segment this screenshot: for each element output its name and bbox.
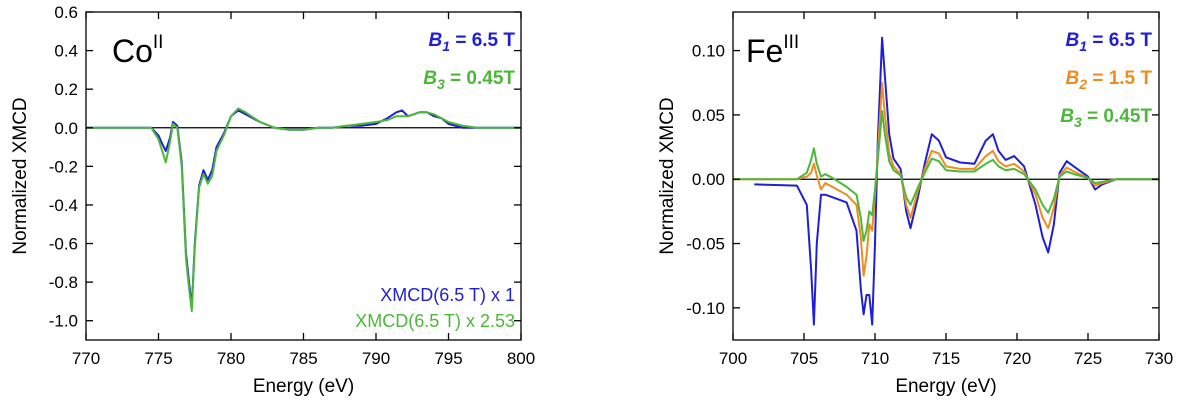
co-y-tick-label: 0.2 [54, 80, 78, 99]
co-x-tick-label: 800 [507, 349, 535, 368]
field-symbol: B [429, 30, 443, 51]
fe-y-tick-label: -0.10 [686, 299, 725, 318]
co-series-line-1 [86, 107, 521, 313]
fe-field-label-2: B2 = 1.5 T [1066, 68, 1153, 92]
co-y-tick-label: -0.4 [49, 196, 78, 215]
fe-y-tick-label: 0.05 [692, 106, 725, 125]
fe-x-axis-title: Energy (eV) [895, 376, 996, 397]
co-field-label-3: B3 = 0.45T [423, 68, 515, 92]
field-subscript: 1 [1079, 38, 1087, 54]
field-subscript: 3 [437, 76, 445, 92]
co-element-oxidation: II [153, 32, 164, 53]
co-y-tick-label: 0.0 [54, 119, 78, 138]
fe-field-label-1: B1 = 6.5 T [1066, 30, 1153, 54]
co-element-symbol: Co [112, 33, 153, 69]
fe-y-tick-label: 0.00 [692, 170, 725, 189]
co-y-tick-label: -1.0 [49, 312, 78, 331]
co-y-tick-label: 0.4 [54, 42, 78, 61]
co-x-tick-label: 795 [434, 349, 462, 368]
co-x-axis-title: Energy (eV) [253, 376, 354, 397]
co-xmcd-chart: 770 775 780 785 790 795 800 0.6 0.4 0.2 0.0 -0.2 -0.… [10, 3, 535, 397]
co-x-tick-label: 785 [289, 349, 317, 368]
fe-x-tick-label: 700 [719, 349, 747, 368]
field-value: = 0.45T [1082, 106, 1153, 127]
co-field-label-1: B1 = 6.5 T [429, 30, 516, 54]
field-value: = 0.45T [445, 68, 516, 89]
fe-x-tick-label: 730 [1145, 349, 1173, 368]
fe-x-tick-label: 710 [861, 349, 889, 368]
fe-series-line-2 [733, 110, 1159, 242]
co-y-axis-title: Normalized XMCD [10, 97, 31, 254]
field-symbol: B [1060, 106, 1074, 127]
field-value: = 6.5 T [450, 30, 515, 51]
fe-x-tick-label: 715 [932, 349, 960, 368]
co-y-tick-label: -0.8 [49, 273, 78, 292]
field-value: = 1.5 T [1087, 68, 1152, 89]
field-subscript: 2 [1078, 76, 1087, 92]
co-legend-entry-0: XMCD(6.5 T) x 1 [380, 285, 515, 305]
co-y-tick-label: -0.2 [49, 157, 78, 176]
fe-x-tick-label: 725 [1074, 349, 1102, 368]
co-x-tick-label: 790 [362, 349, 390, 368]
field-value: = 6.5 T [1087, 30, 1152, 51]
co-y-tick-label: 0.6 [54, 3, 78, 22]
co-x-tick-label: 780 [217, 349, 245, 368]
fe-x-tick-label: 705 [790, 349, 818, 368]
fe-x-tick-label: 720 [1003, 349, 1031, 368]
co-x-tick-label: 775 [144, 349, 172, 368]
co-x-tick-label: 770 [72, 349, 100, 368]
field-symbol: B [1066, 30, 1080, 51]
fe-series-line-0 [754, 36, 1159, 326]
co-y-tick-label: -0.6 [49, 235, 78, 254]
fe-y-axis-title: Normalized XMCD [657, 97, 678, 254]
co-legend-entry-1: XMCD(6.5 T) x 2.53 [355, 311, 515, 331]
fe-y-tick-label: -0.05 [686, 235, 725, 254]
field-symbol: B [1066, 68, 1080, 89]
co-element-label: CoII [112, 32, 163, 69]
fe-series-line-1 [733, 81, 1159, 277]
fe-element-label: FeIII [746, 32, 799, 69]
fe-y-tick-label: 0.10 [692, 42, 725, 61]
fe-element-oxidation: III [783, 32, 799, 53]
fe-plot-frame [732, 11, 1160, 341]
field-subscript: 1 [442, 38, 450, 54]
fe-field-label-3: B3 = 0.45T [1060, 106, 1152, 130]
fe-xmcd-chart: 700 705 710 715 720 725 730 0.10 0.05 0.00 -0.05 -0… [657, 11, 1173, 397]
fe-element-symbol: Fe [746, 33, 783, 69]
field-subscript: 3 [1074, 114, 1082, 130]
field-symbol: B [423, 68, 437, 89]
co-series-line-0 [86, 109, 521, 309]
